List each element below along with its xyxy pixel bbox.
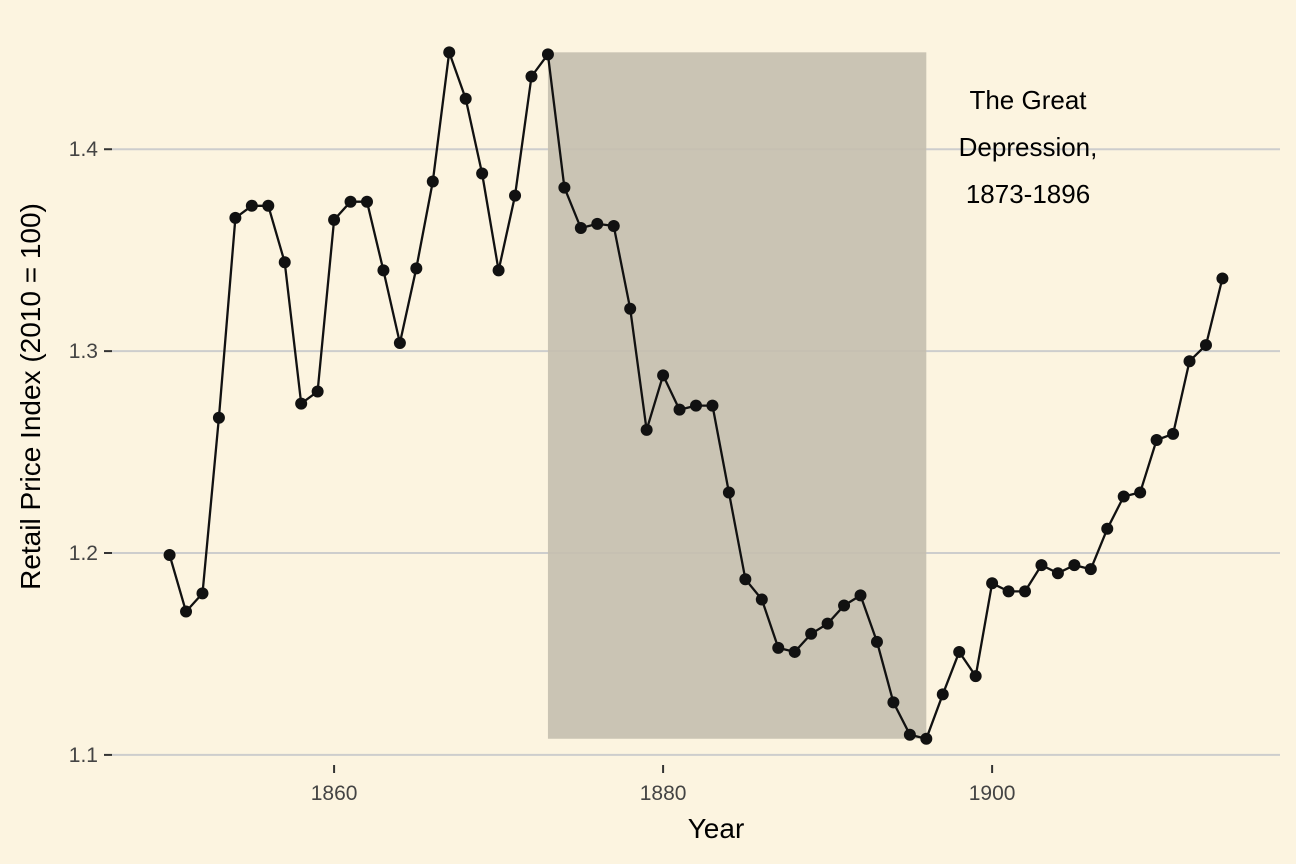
data-point-1912 — [1183, 355, 1196, 368]
data-point-1850 — [163, 549, 176, 562]
y-tick-label: 1.4 — [69, 138, 99, 161]
data-point-1855 — [245, 199, 258, 212]
data-point-1907 — [1101, 522, 1114, 535]
data-point-1858 — [295, 397, 308, 410]
data-point-1864 — [393, 337, 406, 350]
y-tick-label: 1.3 — [69, 340, 98, 363]
data-point-1866 — [426, 175, 439, 188]
data-point-1900 — [986, 577, 999, 590]
data-point-1851 — [180, 605, 193, 618]
data-point-1879 — [640, 423, 653, 436]
data-point-1860 — [328, 213, 341, 226]
x-tick-label: 1860 — [311, 782, 358, 805]
data-point-1903 — [1035, 559, 1048, 572]
data-point-1880 — [657, 369, 670, 382]
data-point-1857 — [278, 256, 291, 269]
data-point-1861 — [344, 195, 357, 208]
data-point-1905 — [1068, 559, 1081, 572]
data-point-1914 — [1216, 272, 1229, 285]
annotation-line-3: 1873-1896 — [966, 179, 1090, 209]
y-axis-ticks: 1.1 1.2 1.3 1.4 — [69, 138, 112, 767]
data-point-1906 — [1084, 563, 1097, 576]
data-point-1876 — [591, 217, 604, 230]
data-point-1877 — [607, 219, 620, 232]
data-point-1898 — [953, 645, 966, 658]
series-layer — [163, 46, 1229, 745]
x-axis-ticks: 1860 1880 1900 — [311, 765, 1016, 805]
data-point-1872 — [525, 70, 538, 83]
data-point-1870 — [492, 264, 505, 277]
data-point-1878 — [624, 302, 637, 315]
data-point-1882 — [690, 399, 702, 412]
data-point-1887 — [772, 641, 785, 654]
y-axis-title: Retail Price Index (2010 = 100) — [15, 203, 46, 590]
data-point-1908 — [1117, 490, 1130, 503]
data-point-1913 — [1199, 339, 1212, 352]
data-point-1875 — [574, 221, 587, 234]
data-point-1865 — [410, 262, 423, 275]
data-point-1874 — [558, 181, 571, 194]
data-point-1892 — [854, 589, 867, 602]
data-point-1869 — [476, 167, 489, 180]
data-point-1893 — [870, 635, 883, 648]
x-axis-title: Year — [688, 813, 745, 844]
annotation-line-1: The Great — [969, 85, 1087, 115]
data-point-1902 — [1019, 585, 1032, 598]
data-point-1884 — [722, 486, 735, 499]
data-point-1856 — [262, 199, 275, 212]
data-point-1896 — [920, 732, 933, 745]
data-point-1885 — [739, 573, 752, 586]
y-tick-label: 1.1 — [69, 744, 98, 767]
data-point-1895 — [903, 728, 916, 741]
great-depression-shaded-region — [547, 52, 927, 739]
data-point-1852 — [196, 587, 209, 600]
data-point-1862 — [360, 195, 373, 208]
data-point-1891 — [838, 599, 851, 612]
data-point-1854 — [229, 211, 242, 224]
x-tick-label: 1900 — [969, 782, 1016, 805]
data-point-1890 — [821, 617, 834, 630]
data-point-1863 — [377, 264, 390, 277]
data-point-1889 — [805, 627, 818, 640]
data-point-1911 — [1167, 427, 1180, 440]
data-point-1859 — [311, 385, 324, 398]
data-point-1910 — [1150, 433, 1163, 446]
data-point-1899 — [969, 670, 982, 683]
data-point-1881 — [673, 403, 686, 416]
data-point-1867 — [443, 46, 456, 59]
shaded-region-annotation: The Great Depression, 1873-1896 — [959, 85, 1098, 209]
data-point-1901 — [1002, 585, 1015, 598]
data-point-1853 — [212, 411, 225, 424]
data-point-1904 — [1051, 567, 1064, 580]
data-point-1894 — [887, 696, 900, 709]
data-point-1888 — [788, 645, 801, 658]
annotation-line-2: Depression, — [959, 132, 1098, 162]
y-tick-label: 1.2 — [69, 542, 98, 565]
data-point-1868 — [459, 92, 472, 105]
data-point-1883 — [706, 399, 719, 412]
data-point-1873 — [541, 48, 554, 61]
data-point-1909 — [1134, 486, 1147, 499]
data-point-1897 — [936, 688, 949, 701]
data-point-1886 — [755, 593, 768, 606]
data-point-1871 — [509, 189, 522, 202]
x-tick-label: 1880 — [640, 782, 687, 805]
